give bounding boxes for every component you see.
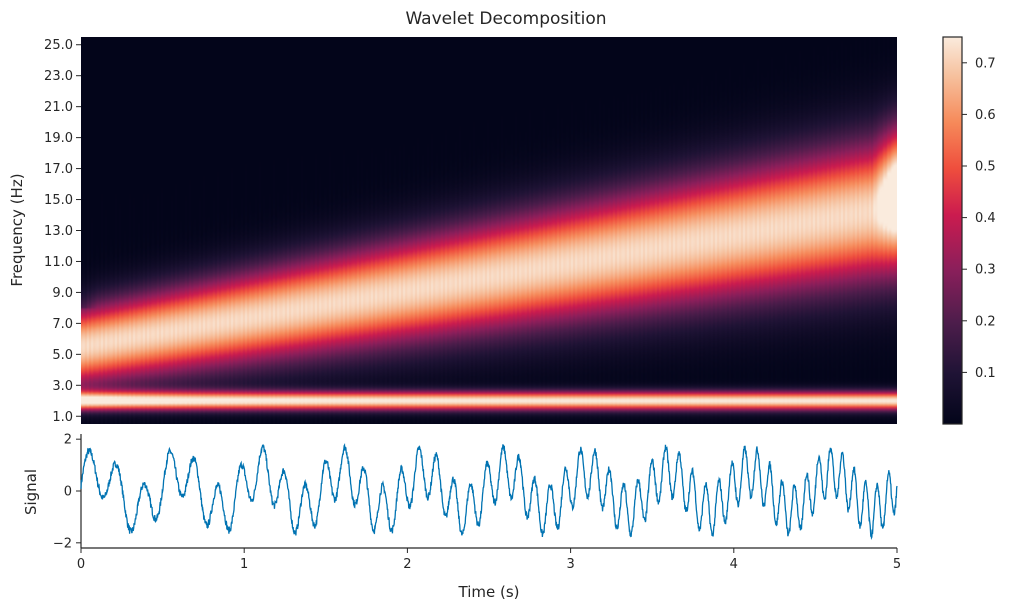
signal-line [80, 442, 898, 541]
signal-x-tick-label: 3 [566, 557, 574, 572]
signal-x-tick-label: 5 [893, 557, 901, 572]
heatmap-y-tick-label: 3.0 [52, 379, 73, 394]
signal-panel: 2 0 −2 0 1 2 3 4 5 Signal Time (s) [22, 433, 901, 601]
heatmap-y-tick-label: 5.0 [52, 348, 73, 363]
heatmap-y-tick-label: 25.0 [44, 38, 73, 53]
signal-x-tick-label: 2 [403, 557, 411, 572]
colorbar-tick-label: 0.3 [975, 263, 996, 278]
heatmap-y-tick-label: 15.0 [44, 193, 73, 208]
colorbar-ticks: 0.1 0.2 0.3 0.4 0.5 0.6 0.7 [962, 56, 996, 381]
heatmap-y-tick-label: 19.0 [44, 131, 73, 146]
heatmap-y-tick-label: 9.0 [52, 286, 73, 301]
signal-x-axis-label: Time (s) [458, 583, 520, 601]
heatmap-y-tick-label: 11.0 [44, 255, 73, 270]
signal-y-tick-label: 0 [64, 485, 72, 500]
colorbar: 0.1 0.2 0.3 0.4 0.5 0.6 0.7 [942, 36, 996, 425]
heatmap-y-tick-label: 17.0 [44, 162, 73, 177]
colorbar-tick-label: 0.5 [975, 160, 996, 175]
heatmap-y-tick-label: 21.0 [44, 100, 73, 115]
colorbar-tick-label: 0.6 [975, 108, 996, 123]
heatmap-y-ticks: 1.0 3.0 5.0 7.0 9.0 11.0 13.0 15.0 17.0 19.0 21.0 2… [44, 38, 81, 425]
colorbar-tick-label: 0.4 [975, 211, 996, 226]
signal-y-tick-label: −2 [53, 536, 72, 551]
heatmap-y-tick-label: 23.0 [44, 69, 73, 84]
signal-y-ticks: 2 0 −2 [53, 433, 81, 551]
chart-title: Wavelet Decomposition [405, 9, 606, 29]
signal-y-axis-label: Signal [22, 469, 40, 515]
heatmap-image [81, 37, 897, 424]
heatmap-panel: 1.0 3.0 5.0 7.0 9.0 11.0 13.0 15.0 17.0 19.0 21.0 2… [8, 37, 897, 425]
colorbar-tick-label: 0.7 [975, 56, 996, 71]
heatmap-y-axis-label: Frequency (Hz) [8, 173, 26, 286]
colorbar-tick-label: 0.1 [975, 366, 996, 381]
heatmap-y-tick-label: 13.0 [44, 224, 73, 239]
signal-y-tick-label: 2 [64, 433, 72, 448]
colorbar-tick-label: 0.2 [975, 314, 996, 329]
heatmap-y-tick-label: 1.0 [52, 410, 73, 425]
heatmap-y-tick-label: 7.0 [52, 317, 73, 332]
signal-x-tick-label: 1 [240, 557, 248, 572]
signal-x-tick-label: 0 [77, 557, 85, 572]
signal-x-tick-label: 4 [730, 557, 738, 572]
colorbar-gradient [942, 36, 963, 425]
signal-x-ticks: 0 1 2 3 4 5 [77, 548, 901, 572]
